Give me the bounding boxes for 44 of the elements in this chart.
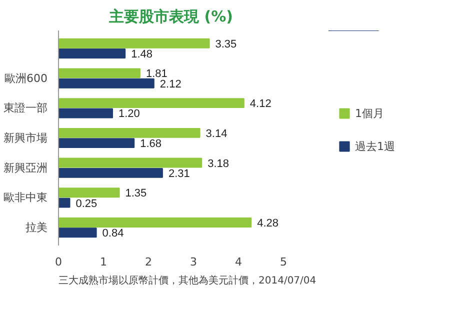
y-tick-label: 新興亞洲	[4, 161, 48, 174]
bar	[58, 198, 70, 208]
x-tick-label: 4	[235, 256, 242, 268]
data-label: 1.68	[140, 138, 162, 150]
y-tick-label: 歐洲600	[4, 72, 48, 85]
legend-label: 過去1週	[355, 138, 395, 154]
x-tick-label: 3	[190, 256, 197, 268]
bar	[58, 168, 163, 178]
bar	[58, 98, 244, 108]
bar	[58, 188, 120, 198]
bar	[58, 218, 252, 228]
data-label: 1.81	[146, 68, 168, 80]
data-label: 4.28	[257, 218, 279, 230]
bar	[58, 228, 97, 238]
data-label: 0.25	[76, 198, 98, 210]
x-tick-label: 5	[280, 256, 287, 268]
x-tick-label: 0	[55, 256, 62, 268]
bar	[58, 78, 154, 88]
bar	[58, 158, 202, 168]
data-label: 4.12	[250, 98, 272, 110]
x-tick-label: 1	[100, 256, 107, 268]
x-tick-label: 2	[145, 256, 152, 268]
data-label: 3.18	[208, 158, 230, 170]
data-label: 2.12	[160, 78, 182, 90]
legend-label: 1個月	[355, 106, 384, 120]
bar	[58, 38, 210, 48]
y-tick-label: 東證一部	[4, 102, 48, 115]
text: 三大成熟市場以原幣計價，其他為美元計價，2014/07/04	[58, 274, 316, 286]
bar	[58, 68, 140, 78]
y-tick-label: 拉美	[26, 221, 48, 234]
data-label: 3.14	[206, 128, 228, 140]
y-tick-label: 新興市場	[4, 132, 48, 144]
data-label: 0.84	[102, 228, 124, 240]
bar	[58, 138, 135, 148]
data-label: 2.31	[168, 168, 190, 180]
chart-title: 主要股市表現 (%)	[108, 8, 233, 26]
data-label: 1.35	[125, 188, 147, 200]
data-label: 1.20	[118, 108, 140, 120]
bar	[58, 128, 200, 138]
data-label: 3.35	[215, 38, 237, 50]
bar	[58, 108, 113, 118]
data-label: 1.48	[131, 48, 153, 60]
bar	[58, 48, 126, 58]
y-tick-label: 歐非中東	[4, 191, 48, 204]
